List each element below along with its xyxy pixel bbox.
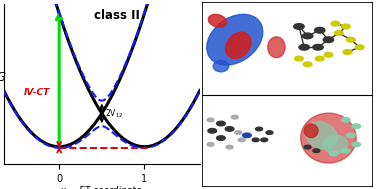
Ellipse shape bbox=[225, 32, 251, 58]
Circle shape bbox=[256, 127, 262, 131]
Circle shape bbox=[261, 138, 268, 142]
Circle shape bbox=[355, 45, 364, 50]
Circle shape bbox=[235, 131, 242, 134]
Circle shape bbox=[342, 24, 350, 29]
Circle shape bbox=[352, 142, 360, 147]
Ellipse shape bbox=[323, 135, 348, 153]
Y-axis label: ΔG: ΔG bbox=[0, 71, 7, 84]
Ellipse shape bbox=[207, 14, 263, 65]
Circle shape bbox=[231, 115, 238, 119]
Circle shape bbox=[352, 124, 360, 129]
Circle shape bbox=[207, 143, 214, 146]
Circle shape bbox=[329, 151, 338, 156]
Text: IV-CT: IV-CT bbox=[23, 88, 50, 98]
Text: class II: class II bbox=[94, 9, 140, 22]
Circle shape bbox=[238, 138, 245, 142]
Circle shape bbox=[216, 136, 225, 140]
Ellipse shape bbox=[301, 113, 356, 163]
Circle shape bbox=[316, 56, 324, 61]
Circle shape bbox=[266, 131, 273, 134]
Circle shape bbox=[342, 149, 350, 153]
Circle shape bbox=[225, 127, 234, 131]
Circle shape bbox=[313, 149, 320, 153]
Ellipse shape bbox=[208, 14, 227, 27]
Circle shape bbox=[243, 133, 251, 138]
Ellipse shape bbox=[305, 122, 337, 149]
Ellipse shape bbox=[213, 60, 229, 72]
Circle shape bbox=[346, 133, 355, 138]
Circle shape bbox=[313, 44, 323, 50]
Ellipse shape bbox=[268, 37, 285, 58]
Circle shape bbox=[216, 121, 225, 126]
Text: 2V$_{12}$: 2V$_{12}$ bbox=[105, 107, 124, 120]
Circle shape bbox=[346, 37, 355, 42]
Circle shape bbox=[314, 27, 325, 33]
Circle shape bbox=[303, 62, 312, 67]
Circle shape bbox=[226, 145, 233, 149]
Circle shape bbox=[304, 145, 311, 149]
X-axis label: x = ET coordinate: x = ET coordinate bbox=[61, 186, 142, 189]
Circle shape bbox=[334, 31, 343, 36]
Circle shape bbox=[295, 56, 303, 61]
Circle shape bbox=[208, 129, 216, 133]
Circle shape bbox=[331, 21, 340, 26]
Circle shape bbox=[207, 118, 214, 122]
Circle shape bbox=[299, 44, 310, 50]
Circle shape bbox=[324, 52, 333, 57]
Circle shape bbox=[323, 37, 334, 43]
Circle shape bbox=[252, 138, 259, 142]
Circle shape bbox=[294, 24, 304, 29]
Ellipse shape bbox=[304, 124, 318, 138]
Circle shape bbox=[302, 33, 313, 39]
Circle shape bbox=[343, 50, 352, 54]
Circle shape bbox=[342, 118, 350, 122]
